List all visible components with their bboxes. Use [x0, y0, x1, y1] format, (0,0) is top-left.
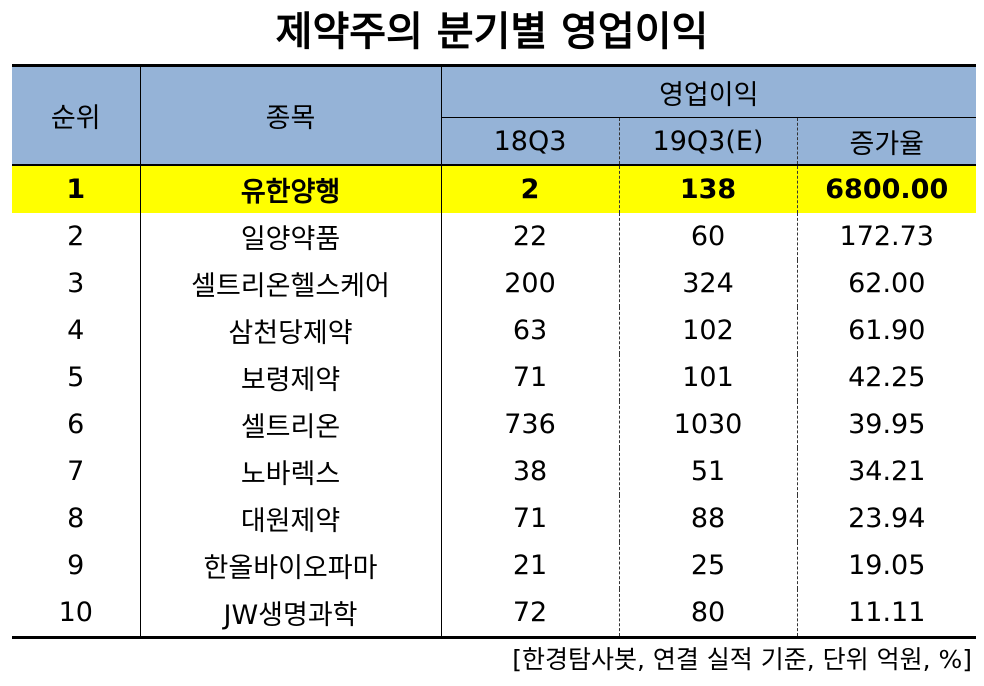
cell-rank: 10 [12, 589, 140, 639]
header-18q3: 18Q3 [440, 117, 619, 165]
header-name: 종목 [139, 65, 441, 165]
table-row: 10 JW생명과학 72 80 11.11 [12, 589, 977, 639]
cell-growth-rate: 6800.00 [796, 164, 977, 213]
cell-19q3e: 25 [618, 542, 797, 589]
table-row: 8 대원제약 71 88 23.94 [12, 495, 977, 542]
cell-name: 한올바이오파마 [139, 542, 441, 589]
table-row: 3 셀트리온헬스케어 200 324 62.00 [12, 260, 977, 307]
cell-name: 대원제약 [139, 495, 441, 542]
table-header: 순위 종목 영업이익 18Q3 19Q3(E) 증가율 [12, 65, 977, 165]
cell-growth-rate: 23.94 [796, 495, 977, 542]
cell-18q3: 71 [440, 495, 619, 542]
cell-growth-rate: 172.73 [796, 213, 977, 260]
cell-name: 셀트리온 [139, 401, 441, 448]
table-body: 1 유한양행 2 138 6800.00 2 일양약품 22 60 172.73 3 셀트리온헬스케어… [12, 164, 977, 639]
table-row: 9 한올바이오파마 21 25 19.05 [12, 542, 977, 589]
cell-18q3: 736 [440, 401, 619, 448]
header-rank: 순위 [12, 65, 140, 165]
cell-rank: 9 [67, 550, 85, 581]
table-row: 4 삼천당제약 63 102 61.90 [12, 307, 977, 354]
cell-name: JW생명과학 [139, 589, 441, 639]
footnote: [한경탐사봇, 연결 실적 기준, 단위 억원, %] [512, 645, 972, 674]
cell-name: 보령제약 [139, 354, 441, 401]
cell-19q3e: 60 [618, 213, 797, 260]
cell-growth-rate: 62.00 [796, 260, 977, 307]
cell-18q3: 22 [440, 213, 619, 260]
cell-rank: 5 [67, 362, 85, 393]
cell-growth-rate: 61.90 [796, 307, 977, 354]
cell-rank: 7 [67, 456, 85, 487]
cell-growth-rate: 19.05 [796, 542, 977, 589]
cell-19q3e: 51 [618, 448, 797, 495]
cell-name: 노바렉스 [139, 448, 441, 495]
cell-rank: 1 [12, 164, 140, 213]
cell-18q3: 63 [440, 307, 619, 354]
cell-18q3: 72 [440, 589, 619, 639]
cell-rank: 3 [67, 268, 85, 299]
cell-name: 셀트리온헬스케어 [139, 260, 441, 307]
table-row: 5 보령제약 71 101 42.25 [12, 354, 977, 401]
cell-rank: 6 [67, 409, 85, 440]
cell-rank: 8 [67, 503, 85, 534]
cell-19q3e: 138 [618, 164, 797, 213]
header-growth-rate: 증가율 [796, 117, 977, 165]
cell-19q3e: 80 [618, 589, 797, 639]
cell-19q3e: 1030 [618, 401, 797, 448]
cell-18q3: 200 [440, 260, 619, 307]
page-title: 제약주의 분기별 영업이익 [275, 9, 709, 55]
header-19q3e: 19Q3(E) [618, 117, 797, 165]
table-row: 6 셀트리온 736 1030 39.95 [12, 401, 977, 448]
cell-18q3: 2 [440, 164, 619, 213]
cell-growth-rate: 39.95 [796, 401, 977, 448]
cell-growth-rate: 34.21 [796, 448, 977, 495]
table-row: 2 일양약품 22 60 172.73 [12, 213, 977, 260]
cell-18q3: 38 [440, 448, 619, 495]
header-group-operating-profit: 영업이익 [440, 65, 977, 118]
cell-name: 일양약품 [139, 213, 441, 260]
cell-18q3: 21 [440, 542, 619, 589]
cell-growth-rate: 11.11 [796, 589, 977, 639]
table-row: 7 노바렉스 38 51 34.21 [12, 448, 977, 495]
cell-rank: 2 [67, 221, 85, 252]
cell-18q3: 71 [440, 354, 619, 401]
table-row-highlighted: 1 유한양행 2 138 6800.00 [12, 164, 977, 213]
cell-rank: 4 [67, 315, 85, 346]
cell-name: 삼천당제약 [139, 307, 441, 354]
cell-name: 유한양행 [139, 164, 441, 213]
cell-19q3e: 88 [618, 495, 797, 542]
cell-19q3e: 101 [618, 354, 797, 401]
cell-19q3e: 324 [618, 260, 797, 307]
cell-19q3e: 102 [618, 307, 797, 354]
cell-growth-rate: 42.25 [796, 354, 977, 401]
earnings-table: 순위 종목 영업이익 18Q3 19Q3(E) 증가율 1 유한양행 2 138 680… [12, 64, 977, 639]
